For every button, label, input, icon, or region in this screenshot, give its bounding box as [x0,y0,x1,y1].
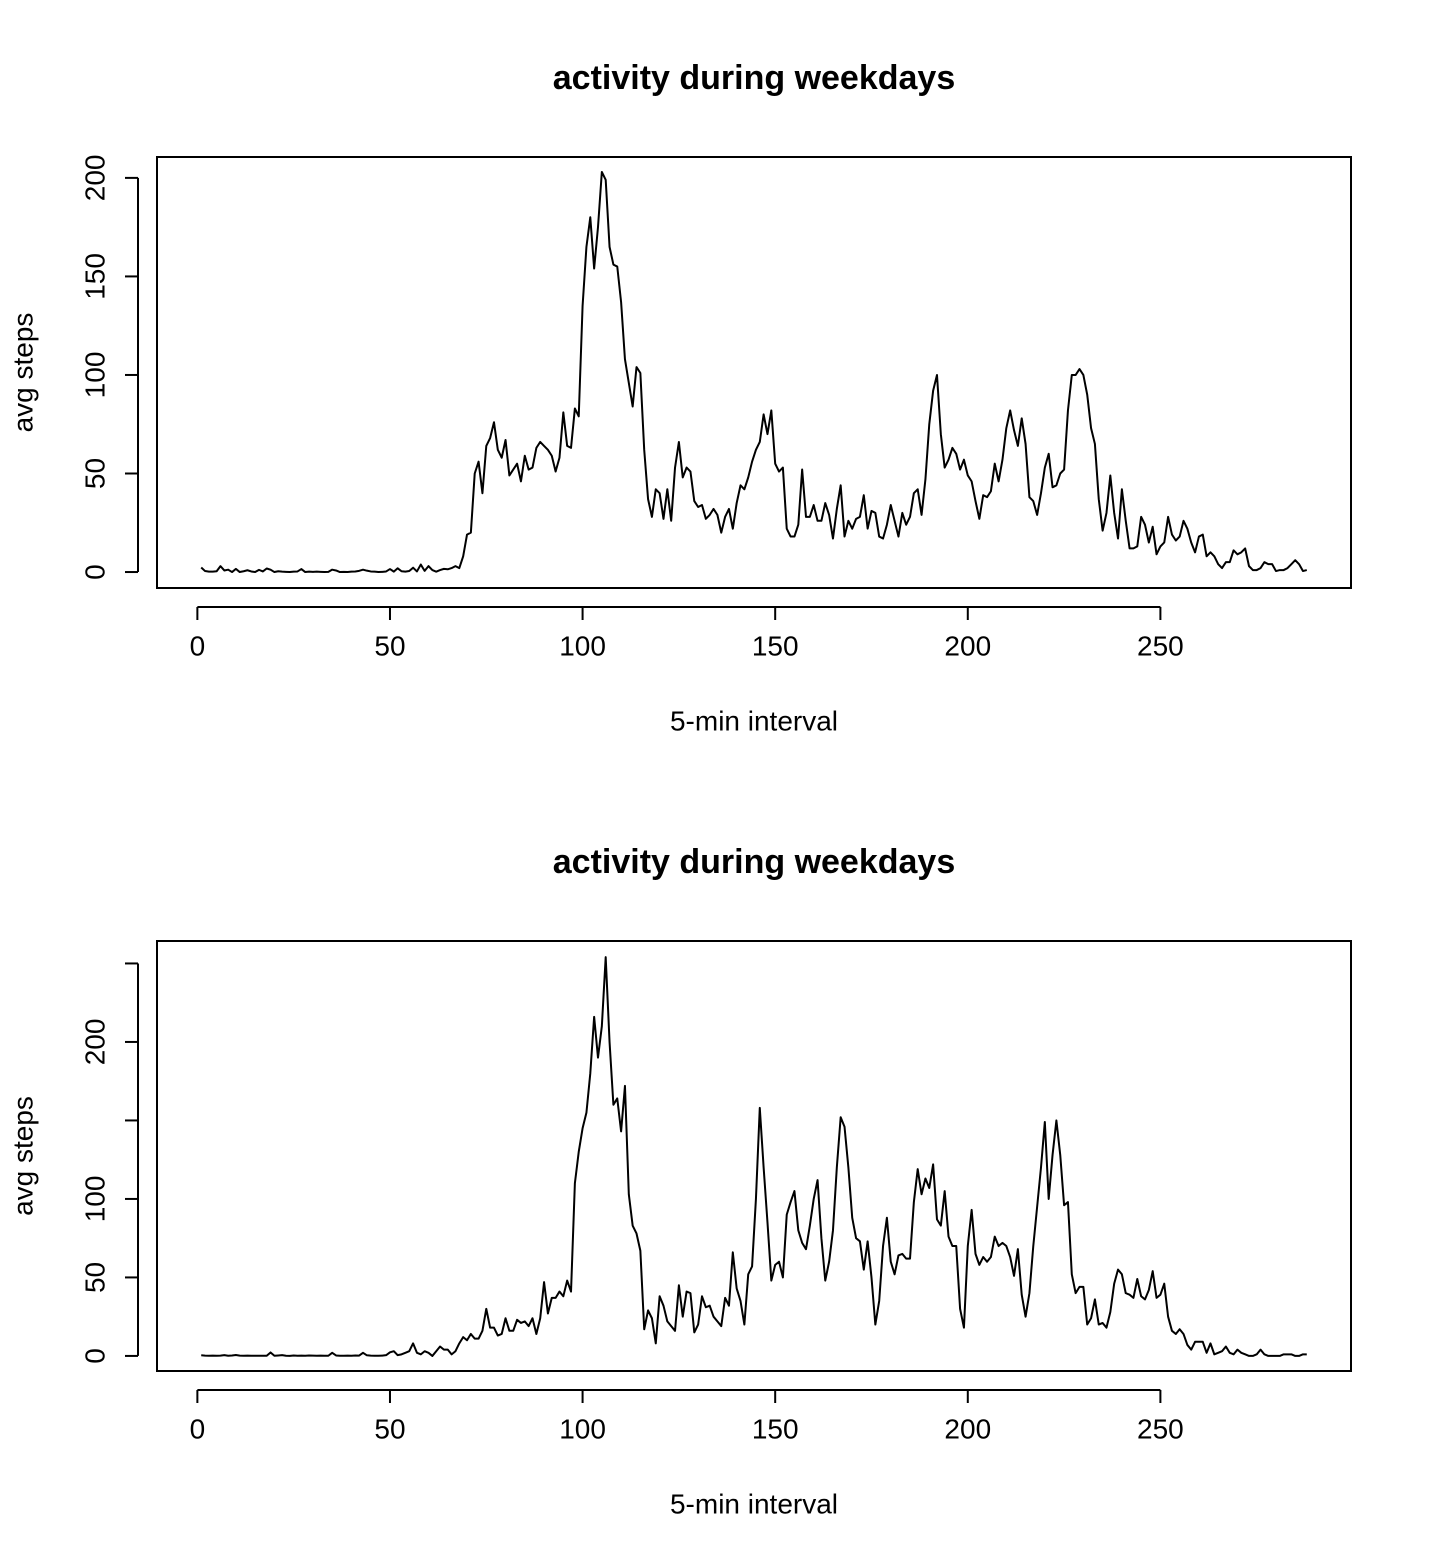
plot-frame [156,156,1352,589]
x-tick-label: 250 [1137,1413,1184,1444]
y-axis-title: avg steps [7,313,38,433]
y-tick-label: 0 [79,1348,110,1364]
x-tick-label: 50 [374,1413,405,1444]
y-axis-title: avg steps [7,1096,38,1216]
y-tick-label: 200 [79,1019,110,1066]
x-tick-label: 0 [190,1413,206,1444]
x-tick-label: 200 [944,630,991,661]
y-tick-label: 150 [79,253,110,300]
chart-title: activity during weekdays [553,843,956,881]
data-line [200,170,1308,574]
x-axis-title: 5-min interval [670,705,838,736]
x-tick-label: 100 [559,1413,606,1444]
x-tick-label: 250 [1137,630,1184,661]
y-tick-label: 100 [79,352,110,399]
plot-frame [156,940,1352,1372]
y-tick-label: 200 [79,155,110,202]
x-tick-label: 0 [190,630,206,661]
y-tick-label: 100 [79,1176,110,1223]
x-tick-label: 150 [752,1413,799,1444]
x-tick-label: 100 [559,630,606,661]
chart-title: activity during weekdays [553,59,956,97]
x-tick-label: 150 [752,630,799,661]
x-tick-label: 200 [944,1413,991,1444]
y-tick-label: 50 [79,1262,110,1293]
y-tick-label: 50 [79,458,110,489]
y-tick-label: 0 [79,564,110,580]
x-tick-label: 50 [374,630,405,661]
data-line [201,956,1307,1357]
x-axis-title: 5-min interval [670,1488,838,1519]
